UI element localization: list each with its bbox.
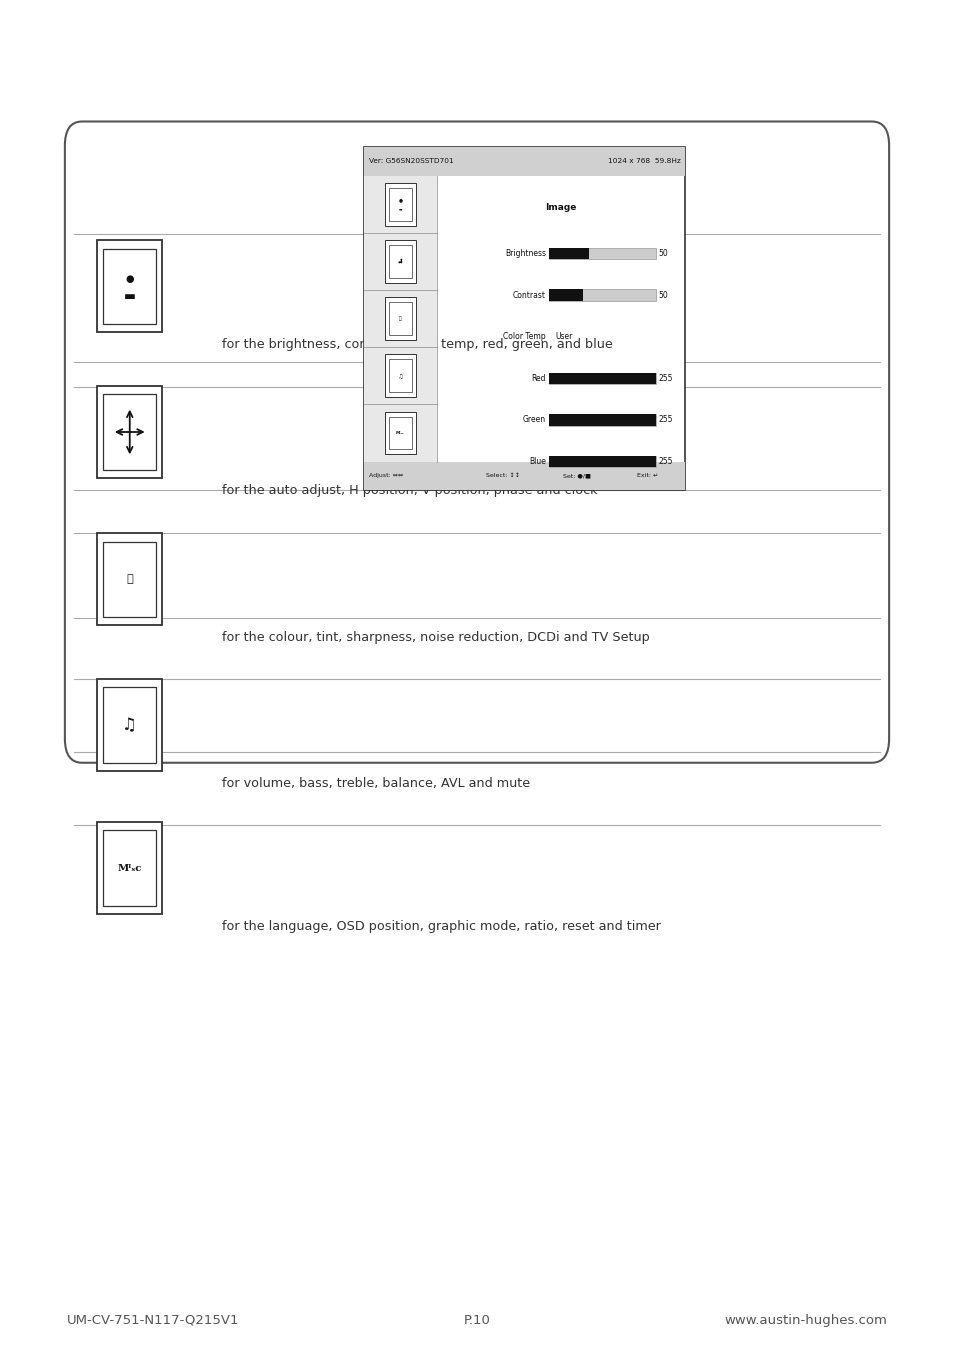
Bar [389, 188, 412, 220]
Bar [103, 541, 156, 617]
Text: Color Temp: Color Temp [502, 332, 545, 342]
Bar [364, 147, 684, 176]
Text: ●: ● [398, 197, 402, 202]
Text: 📹: 📹 [126, 574, 133, 585]
Text: 1024 x 768  59.8Hz: 1024 x 768 59.8Hz [608, 158, 680, 165]
Text: 255: 255 [658, 416, 672, 424]
Bar [364, 176, 436, 462]
Bar [389, 359, 412, 392]
Bar [385, 354, 416, 397]
Text: Blue: Blue [528, 458, 545, 466]
Bar [364, 147, 684, 490]
Text: 50: 50 [658, 250, 667, 258]
Bar [385, 412, 416, 455]
Bar [364, 462, 684, 490]
Text: for volume, bass, treble, balance, AVL and mute: for volume, bass, treble, balance, AVL a… [222, 776, 530, 790]
Text: ▬: ▬ [124, 290, 135, 302]
Text: for the brightness, contrast, color temp, red, green, and blue: for the brightness, contrast, color temp… [222, 338, 613, 351]
Text: 255: 255 [658, 374, 672, 383]
Text: Image: Image [544, 202, 576, 212]
Text: Select: ↕↕: Select: ↕↕ [486, 474, 519, 478]
Text: Ver: G56SN20SSTD701: Ver: G56SN20SSTD701 [369, 158, 454, 165]
Bar [548, 373, 655, 385]
Bar [385, 182, 416, 225]
Text: Set: ●/■: Set: ●/■ [562, 474, 591, 478]
Text: Mᴵₛₜ: Mᴵₛₜ [395, 431, 404, 435]
Text: Green: Green [522, 416, 545, 424]
Bar [389, 417, 412, 450]
Bar [548, 248, 655, 259]
Bar [385, 240, 416, 284]
Text: for the colour, tint, sharpness, noise reduction, DCDi and TV Setup: for the colour, tint, sharpness, noise r… [222, 630, 649, 644]
Text: 255: 255 [658, 458, 672, 466]
Text: for the language, OSD position, graphic mode, ratio, reset and timer: for the language, OSD position, graphic … [222, 919, 660, 933]
Text: 50: 50 [658, 290, 667, 300]
Text: www.austin-hughes.com: www.austin-hughes.com [723, 1314, 886, 1327]
Text: ●: ● [126, 274, 133, 285]
Bar [97, 386, 162, 478]
Bar [389, 302, 412, 335]
Bar [548, 248, 589, 259]
Text: ▬: ▬ [398, 208, 402, 212]
Text: for the auto adjust, H position, V position, phase and clock: for the auto adjust, H position, V posit… [222, 483, 598, 497]
Bar [548, 456, 655, 467]
Bar [97, 533, 162, 625]
Text: Brightness: Brightness [504, 250, 545, 258]
Bar [548, 414, 655, 425]
Bar [548, 289, 655, 301]
Text: Red: Red [531, 374, 545, 383]
Bar [103, 687, 156, 763]
Text: Adjust: ⇔⇔: Adjust: ⇔⇔ [369, 474, 403, 478]
Text: ♫: ♫ [397, 374, 403, 378]
Bar [97, 679, 162, 771]
Bar [548, 456, 655, 467]
Text: Mᴵₛc: Mᴵₛc [117, 864, 142, 872]
Text: P.10: P.10 [463, 1314, 490, 1327]
FancyBboxPatch shape [65, 122, 888, 763]
Text: ⬍: ⬍ [397, 259, 402, 263]
Text: User: User [555, 332, 572, 342]
Text: ⬌: ⬌ [397, 259, 402, 263]
Text: 📹: 📹 [398, 316, 401, 321]
Text: ♫: ♫ [122, 716, 137, 734]
Bar [103, 830, 156, 906]
Bar [103, 248, 156, 324]
Bar [97, 240, 162, 332]
Bar [385, 297, 416, 340]
Text: UM-CV-751-N117-Q215V1: UM-CV-751-N117-Q215V1 [67, 1314, 239, 1327]
Text: Exit: ↵: Exit: ↵ [637, 474, 658, 478]
Bar [548, 289, 582, 301]
Bar [389, 246, 412, 278]
Bar [103, 394, 156, 470]
Bar [97, 822, 162, 914]
Bar [548, 414, 655, 425]
Text: Contrast: Contrast [513, 290, 545, 300]
Bar [548, 373, 655, 385]
